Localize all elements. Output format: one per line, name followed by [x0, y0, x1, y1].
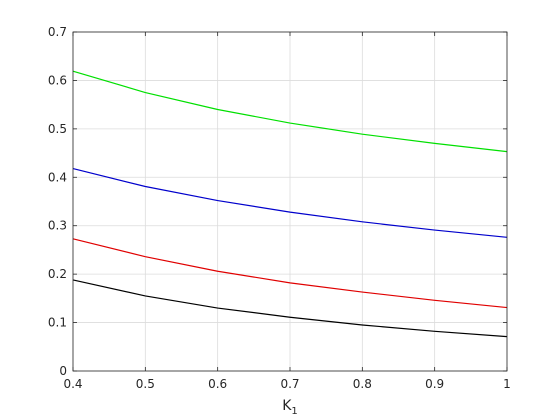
x-axis-label-subscript: 1	[291, 406, 297, 417]
y-tick-label: 0.3	[48, 219, 67, 233]
y-tick-label: 0.4	[48, 170, 67, 184]
x-tick-label: 0.8	[353, 377, 372, 391]
series-line-4	[72, 279, 508, 338]
x-tick-label: 0.6	[208, 377, 227, 391]
y-tick-label: 0.1	[48, 316, 67, 330]
x-axis-label: K1	[282, 398, 298, 417]
x-axis-label-main: K	[282, 398, 292, 414]
series-line-1	[72, 70, 508, 153]
series-line-2	[72, 167, 508, 238]
x-tick-labels: 0.4 0.5 0.6 0.7 0.8 0.9 1	[63, 377, 510, 391]
y-tick-label: 0.5	[48, 122, 67, 136]
y-tick-label: 0.6	[48, 73, 67, 87]
x-tick-label: 1	[503, 377, 511, 391]
y-tick-label: 0	[59, 364, 67, 378]
y-tick-labels: 0 0.1 0.2 0.3 0.4 0.5 0.6 0.7	[48, 25, 67, 378]
axes	[72, 31, 508, 372]
series-line-3	[72, 238, 508, 309]
y-tick-label: 0.7	[48, 25, 67, 39]
x-tick-label: 0.9	[425, 377, 444, 391]
x-tick-label: 0.7	[280, 377, 299, 391]
x-tick-label: 0.4	[63, 377, 82, 391]
x-tick-label: 0.5	[136, 377, 155, 391]
y-tick-label: 0.2	[48, 267, 67, 281]
series-lines	[72, 70, 508, 338]
